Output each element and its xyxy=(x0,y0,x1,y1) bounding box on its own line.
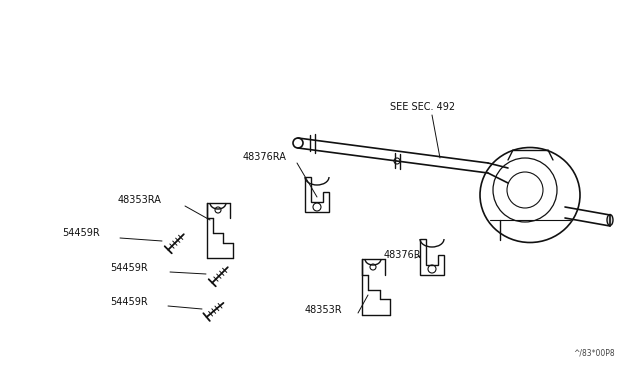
Text: 48376RA: 48376RA xyxy=(243,152,287,162)
Text: 48376R: 48376R xyxy=(384,250,422,260)
Text: 54459R: 54459R xyxy=(110,263,148,273)
Text: SEE SEC. 492: SEE SEC. 492 xyxy=(390,102,455,112)
Ellipse shape xyxy=(607,215,613,225)
Text: 48353R: 48353R xyxy=(305,305,342,315)
Text: 48353RA: 48353RA xyxy=(118,195,162,205)
Text: 54459R: 54459R xyxy=(62,228,100,238)
Text: ^/83*00P8: ^/83*00P8 xyxy=(573,349,615,358)
Text: 54459R: 54459R xyxy=(110,297,148,307)
